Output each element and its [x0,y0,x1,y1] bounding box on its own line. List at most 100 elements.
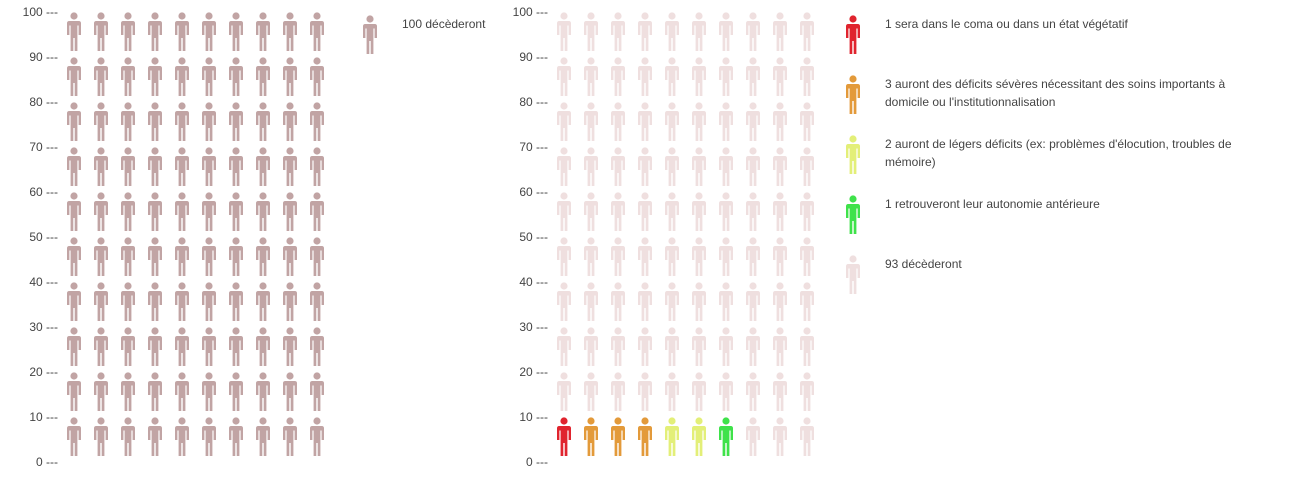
person-icon [120,192,136,232]
person-icon [120,237,136,277]
person-icon [147,192,163,232]
person-icon [66,57,82,97]
y-tick-label: 10 --- [29,410,58,424]
legend-label: 2 auront de légers déficits (ex: problèm… [885,137,1232,169]
person-icon [583,372,599,412]
person-icon [718,282,734,322]
person-icon [745,102,761,142]
y-tick-label: 30 --- [519,320,548,334]
person-icon [66,417,82,457]
person-icon [691,327,707,367]
person-icon [556,237,572,277]
person-icon [664,282,680,322]
person-icon [255,372,271,412]
person-icon [637,282,653,322]
person-icon [691,12,707,52]
person-icon [228,57,244,97]
person-icon [309,417,325,457]
y-tick-label: 30 --- [29,320,58,334]
person-icon [556,147,572,187]
y-axis: 100 --- 90 --- 80 --- 70 --- 60 --- 50 --- 40 … [490,0,552,490]
legend-label: 1 sera dans le coma ou dans un état végé… [885,17,1128,31]
person-icon [691,237,707,277]
person-icon [228,282,244,322]
chart-left: 100 --- 90 --- 80 --- 70 --- 60 --- 50 --- 40 … [23,5,486,469]
person-icon [556,102,572,142]
person-icon [799,237,815,277]
pictogram-grid [66,12,336,462]
person-icon [637,192,653,232]
y-tick-label: 90 --- [519,50,548,64]
person-icon [282,327,298,367]
person-icon [66,192,82,232]
person-icon [174,417,190,457]
person-icon [691,102,707,142]
person-icon [201,102,217,142]
person-icon [745,327,761,367]
person-icon [772,417,788,457]
person-icon [772,102,788,142]
person-icon [583,147,599,187]
person-icon [147,372,163,412]
person-icon [637,57,653,97]
person-icon [309,192,325,232]
person-icon [845,75,861,115]
person-icon [772,372,788,412]
person-icon [120,12,136,52]
y-tick-label: 0 --- [36,455,58,469]
person-icon [637,327,653,367]
person-icon [664,237,680,277]
person-icon [282,147,298,187]
person-icon [66,282,82,322]
person-icon [556,372,572,412]
person-icon [799,192,815,232]
person-icon [255,237,271,277]
person-icon [583,12,599,52]
person-icon [201,57,217,97]
person-icon [309,147,325,187]
person-icon [282,237,298,277]
person-icon [120,102,136,142]
person-icon [282,372,298,412]
person-icon [174,372,190,412]
person-icon [120,417,136,457]
person-icon [309,327,325,367]
person-icon [556,282,572,322]
person-icon [93,282,109,322]
person-icon [362,15,378,55]
person-icon [583,417,599,457]
person-icon [66,102,82,142]
person-icon [583,57,599,97]
person-icon [147,147,163,187]
person-icon [745,417,761,457]
person-icon [174,282,190,322]
y-tick-label: 90 --- [29,50,58,64]
person-icon [228,192,244,232]
person-icon [845,195,861,235]
person-icon [610,57,626,97]
person-icon [664,417,680,457]
person-icon [228,147,244,187]
person-icon [93,102,109,142]
person-icon [845,15,861,55]
person-icon [309,237,325,277]
person-icon [718,417,734,457]
person-icon [745,57,761,97]
person-icon [691,147,707,187]
person-icon [637,372,653,412]
pictogram-grid [556,12,826,462]
person-icon [66,12,82,52]
person-icon [309,102,325,142]
person-icon [556,12,572,52]
person-icon [610,237,626,277]
person-icon [147,12,163,52]
person-icon [147,57,163,97]
person-icon [282,192,298,232]
person-icon [610,417,626,457]
person-icon [583,327,599,367]
person-icon [282,57,298,97]
y-tick-label: 80 --- [519,95,548,109]
y-tick-label: 80 --- [29,95,58,109]
person-icon [201,282,217,322]
person-icon [799,147,815,187]
